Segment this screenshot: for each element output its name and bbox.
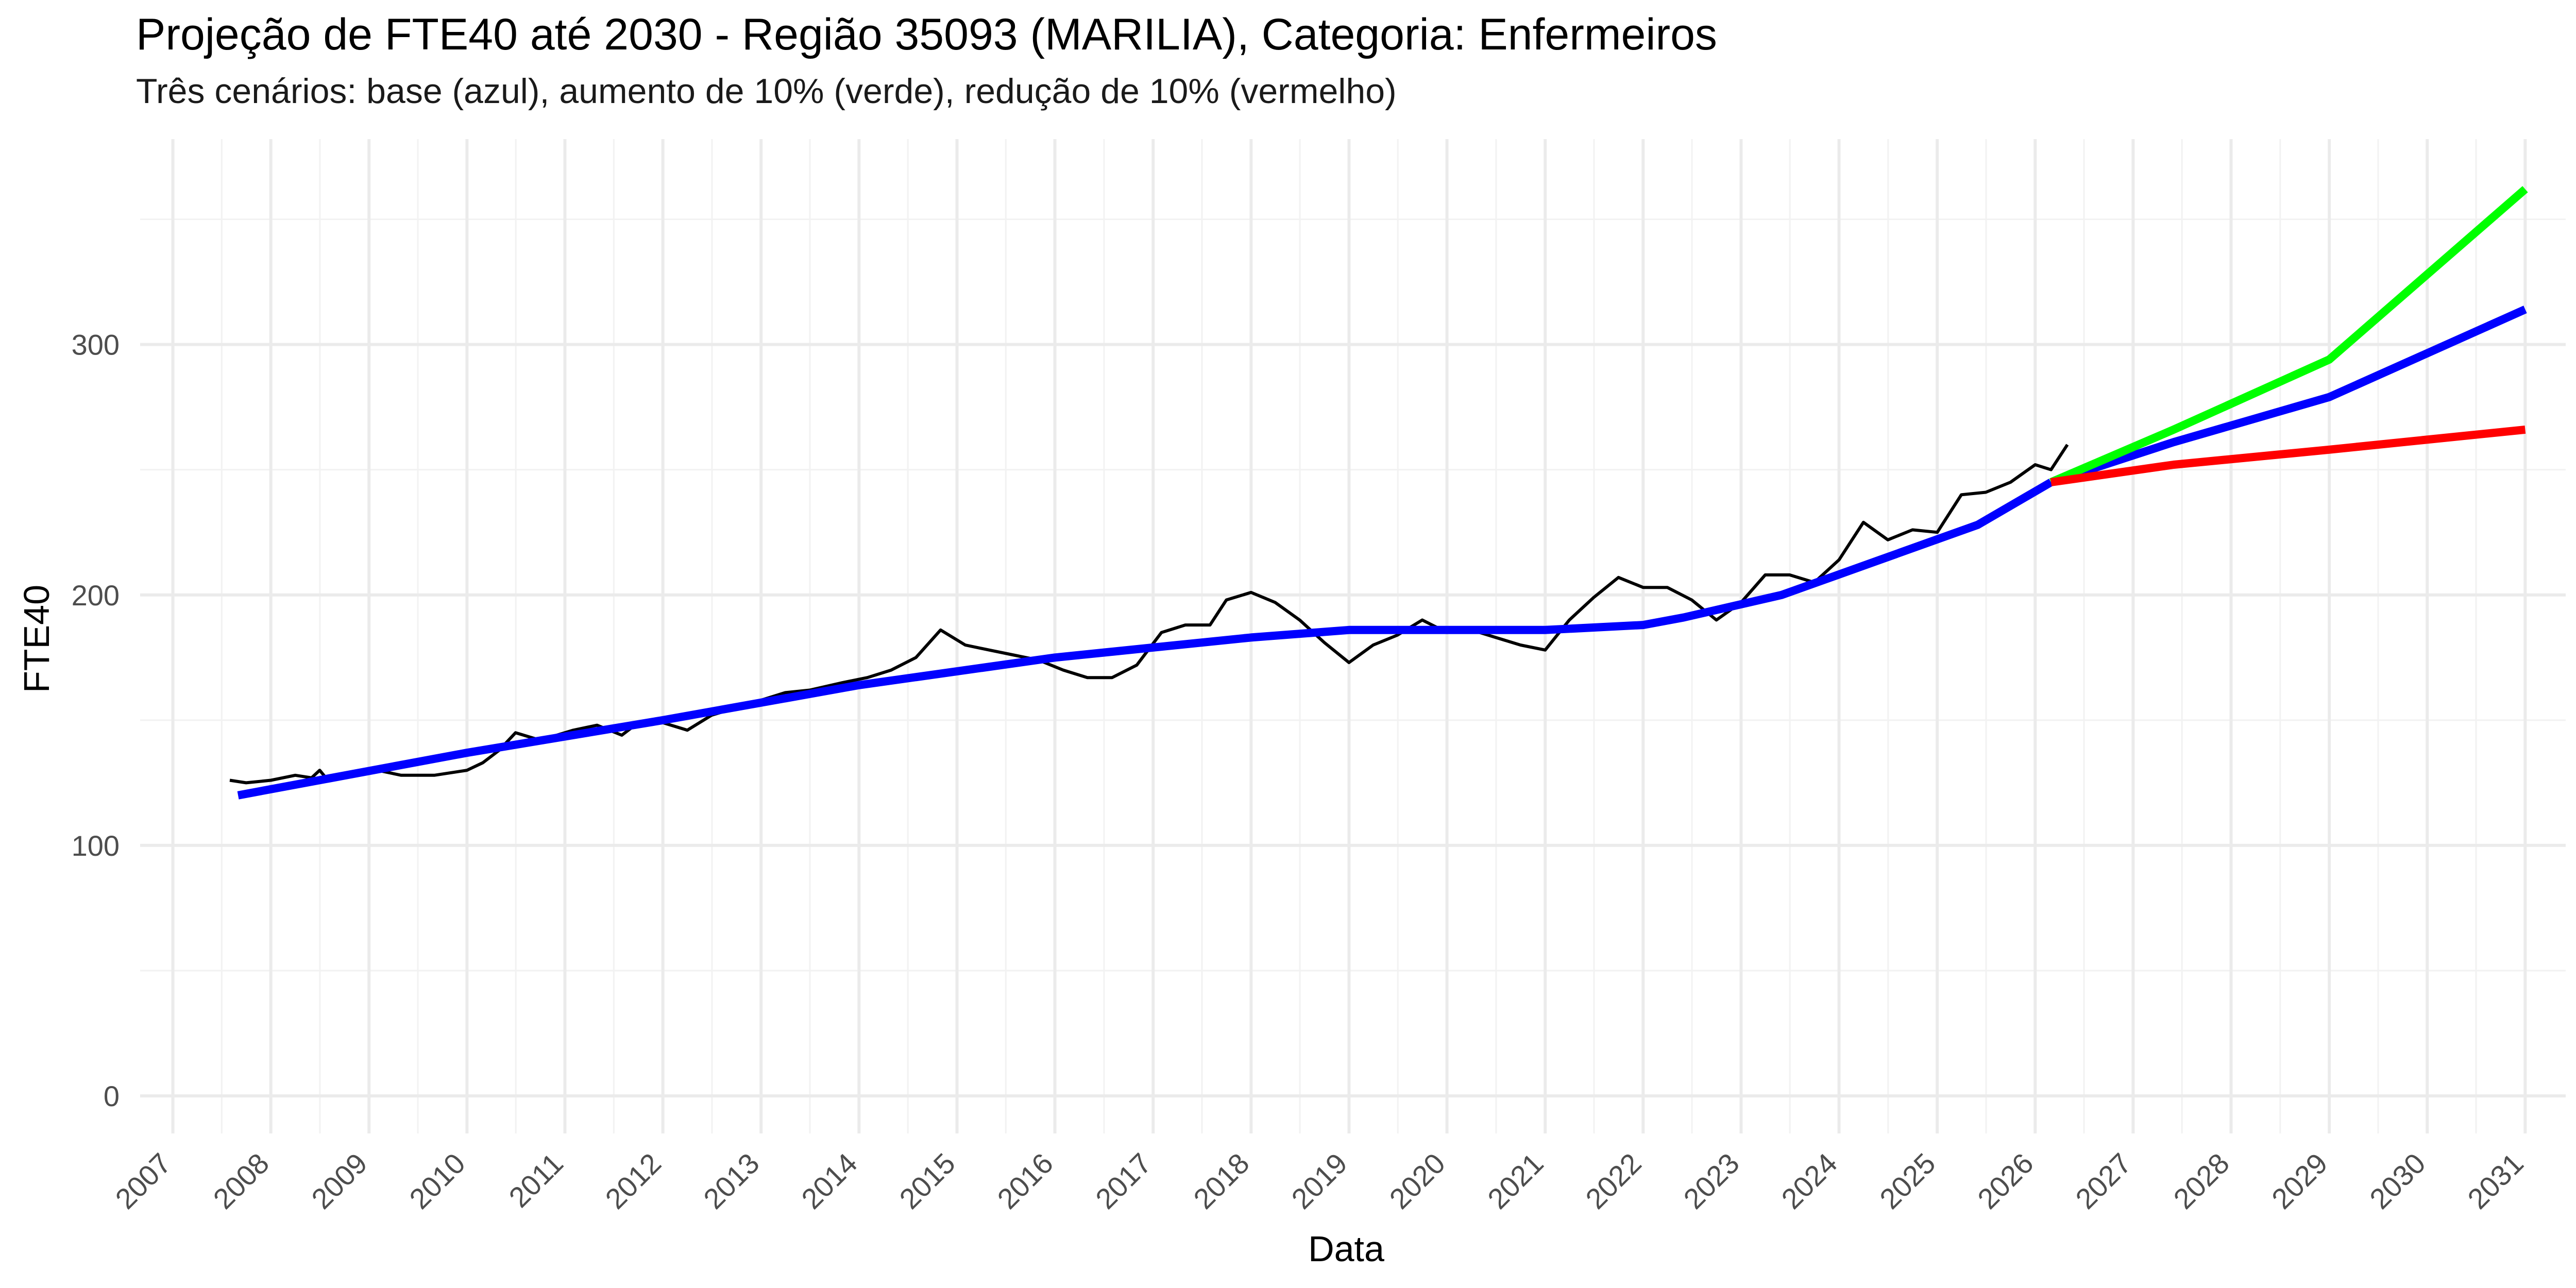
chart-title: Projeção de FTE40 até 2030 - Região 3509… xyxy=(136,10,1717,59)
x-tick-label: 2027 xyxy=(2069,1147,2138,1215)
x-tick-label: 2024 xyxy=(1775,1147,1843,1215)
x-tick-label: 2011 xyxy=(502,1147,569,1214)
x-tick-label: 2020 xyxy=(1383,1147,1451,1215)
x-tick-label: 2013 xyxy=(697,1147,766,1215)
series-line-5 xyxy=(2050,425,2526,486)
x-tick-label: 2021 xyxy=(1481,1147,1550,1215)
x-tick-label: 2019 xyxy=(1285,1147,1353,1215)
y-axis-tick-labels: 0 100 200 300 xyxy=(72,329,120,1112)
x-tick-label: 2009 xyxy=(305,1147,374,1215)
major-gridlines xyxy=(140,139,2566,1133)
x-tick-label: 2007 xyxy=(109,1147,177,1215)
x-tick-label: 2016 xyxy=(991,1147,1059,1215)
y-tick-label: 100 xyxy=(72,829,120,862)
chart-subtitle: Três cenários: base (azul), aumento de 1… xyxy=(136,72,1397,111)
x-tick-label: 2015 xyxy=(893,1147,961,1215)
x-tick-label: 2014 xyxy=(795,1147,863,1215)
y-tick-label: 200 xyxy=(72,579,120,612)
x-tick-label: 2030 xyxy=(2363,1147,2432,1215)
series-line-1 xyxy=(229,444,2069,785)
x-tick-label: 2026 xyxy=(1971,1147,2040,1215)
x-tick-label: 2023 xyxy=(1677,1147,1745,1215)
y-axis-label: FTE40 xyxy=(16,585,57,693)
x-tick-label: 2025 xyxy=(1873,1147,1942,1215)
series-line-4 xyxy=(2049,186,2528,486)
series-line-3 xyxy=(2049,306,2527,486)
x-tick-label: 2008 xyxy=(207,1147,276,1215)
x-tick-label: 2018 xyxy=(1187,1147,1256,1215)
x-tick-label: 2017 xyxy=(1089,1147,1158,1215)
x-tick-label: 2028 xyxy=(2167,1147,2235,1215)
minor-gridlines xyxy=(140,139,2566,1133)
x-tick-label: 2010 xyxy=(403,1147,471,1215)
x-tick-label: 2029 xyxy=(2265,1147,2334,1215)
series-layer xyxy=(229,186,2528,800)
y-tick-label: 300 xyxy=(72,329,120,361)
x-axis-tick-labels: 2007 2008 2009 2010 2011 2012 2013 2014 2015 2016… xyxy=(109,1147,2529,1215)
series-line-2 xyxy=(237,479,2054,800)
y-tick-label: 0 xyxy=(104,1080,120,1112)
x-tick-label: 2012 xyxy=(599,1147,667,1215)
x-axis-label: Data xyxy=(1308,1229,1384,1269)
x-tick-label: 2022 xyxy=(1579,1147,1648,1215)
x-tick-label: 2031 xyxy=(2461,1147,2530,1215)
